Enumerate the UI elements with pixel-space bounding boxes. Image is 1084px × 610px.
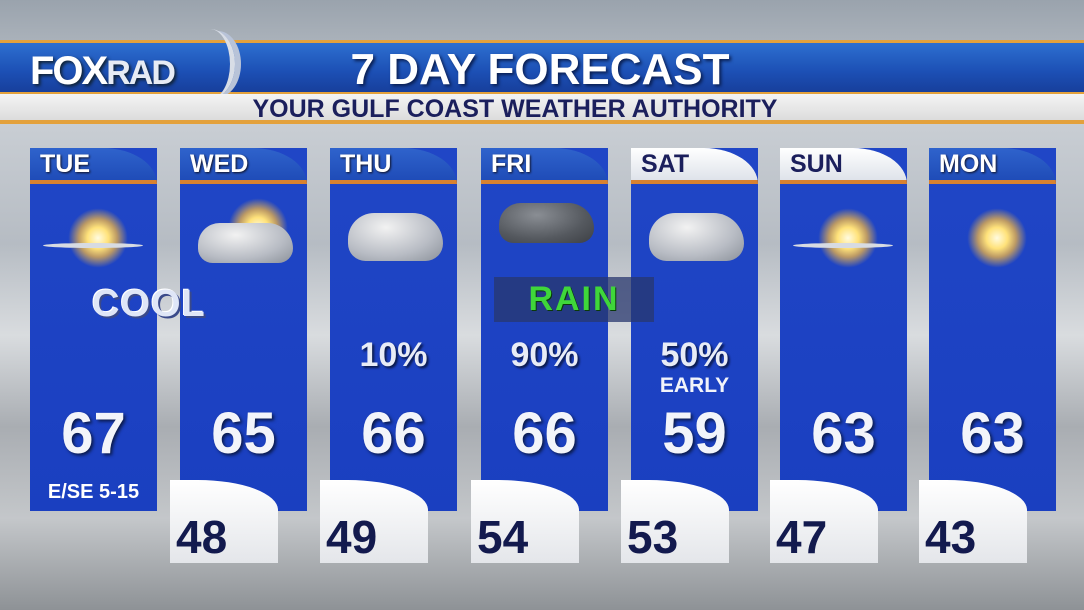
day-header: SAT — [631, 148, 758, 184]
mostly-sunny-icon — [43, 198, 143, 278]
title-bar: FOXRAD 7 DAY FORECAST — [0, 29, 1084, 99]
high-temp: 63 — [811, 401, 876, 466]
high-temp: 67 — [61, 401, 126, 466]
low-temp-box: 48 — [170, 480, 278, 563]
sun-icon — [818, 208, 878, 268]
day-label: THU — [340, 150, 392, 178]
forecast-header: FOXRAD 7 DAY FORECAST YOUR GULF COAST WE… — [0, 29, 1084, 128]
high-temp: 59 — [662, 401, 727, 466]
cloud-icon — [649, 213, 744, 261]
day-column-fri: FRI 90% 66 — [481, 148, 608, 511]
cloud-icon — [348, 213, 443, 261]
wind-forecast: E/SE 5-15 — [47, 481, 140, 503]
rain-cloud-icon — [494, 198, 594, 278]
cool-label: COOL — [92, 283, 206, 325]
logo-suffix: RAD — [106, 54, 176, 92]
cloud-streak-icon — [43, 243, 143, 248]
day-header: SUN — [780, 148, 907, 184]
page-title: 7 DAY FORECAST — [350, 45, 730, 94]
low-temp: 48 — [176, 511, 228, 563]
low-temp-box: 54 — [471, 480, 579, 563]
day-column-sat: SAT 50% EARLY 59 — [631, 148, 758, 511]
low-temp-box: 53 — [621, 480, 729, 563]
low-temp-box: 49 — [320, 480, 428, 563]
day-header: THU — [330, 148, 457, 184]
logo-text: FOX — [30, 49, 108, 93]
day-header: WED — [180, 148, 307, 184]
high-temp: 63 — [960, 401, 1025, 466]
low-temp: 53 — [627, 511, 679, 563]
day-label: MON — [939, 150, 998, 178]
day-label: WED — [190, 150, 249, 178]
rain-label: RAIN — [494, 277, 654, 322]
day-header: TUE — [30, 148, 157, 184]
sun-icon — [967, 208, 1027, 268]
cloudy-icon — [644, 198, 744, 278]
low-temp: 47 — [776, 511, 828, 563]
day-label: FRI — [491, 150, 532, 178]
mostly-sunny-icon — [793, 198, 893, 278]
sunny-icon — [942, 198, 1042, 278]
low-temp-box: 43 — [919, 480, 1027, 563]
day-label: SUN — [790, 150, 843, 178]
subtitle-bar — [0, 94, 1084, 124]
dark-cloud-icon — [499, 203, 594, 243]
cloud-icon — [198, 223, 293, 263]
cloudy-icon — [343, 198, 443, 278]
precip-chance: 50% — [660, 336, 729, 374]
day-header: MON — [929, 148, 1056, 184]
station-logo: FOXRAD — [30, 49, 176, 94]
radar-waves-icon — [185, 29, 235, 99]
day-label: SAT — [641, 150, 690, 178]
precip-chance: 10% — [359, 336, 428, 374]
day-header: FRI — [481, 148, 608, 184]
partly-cloudy-icon — [193, 198, 293, 278]
subtitle: YOUR GULF COAST WEATHER AUTHORITY — [252, 95, 778, 123]
day-label: TUE — [40, 150, 90, 178]
day-column-tue: TUE 67 E/SE 5-15 — [30, 148, 157, 511]
high-temp: 66 — [512, 401, 577, 466]
day-column-thu: THU 10% 66 — [330, 148, 457, 511]
day-column-sun: SUN 63 — [780, 148, 907, 511]
day-column-mon: MON 63 — [929, 148, 1056, 511]
low-temp: 49 — [326, 511, 378, 563]
high-temp: 65 — [211, 401, 276, 466]
high-temp: 66 — [361, 401, 426, 466]
day-column-wed: WED 65 — [180, 148, 307, 511]
sun-icon — [68, 208, 128, 268]
precip-chance: 90% — [510, 336, 579, 374]
cloud-streak-icon — [793, 243, 893, 248]
precip-note: EARLY — [659, 374, 730, 397]
low-temp-box: 47 — [770, 480, 878, 563]
low-temp: 54 — [477, 511, 529, 563]
low-temp: 43 — [925, 511, 977, 563]
